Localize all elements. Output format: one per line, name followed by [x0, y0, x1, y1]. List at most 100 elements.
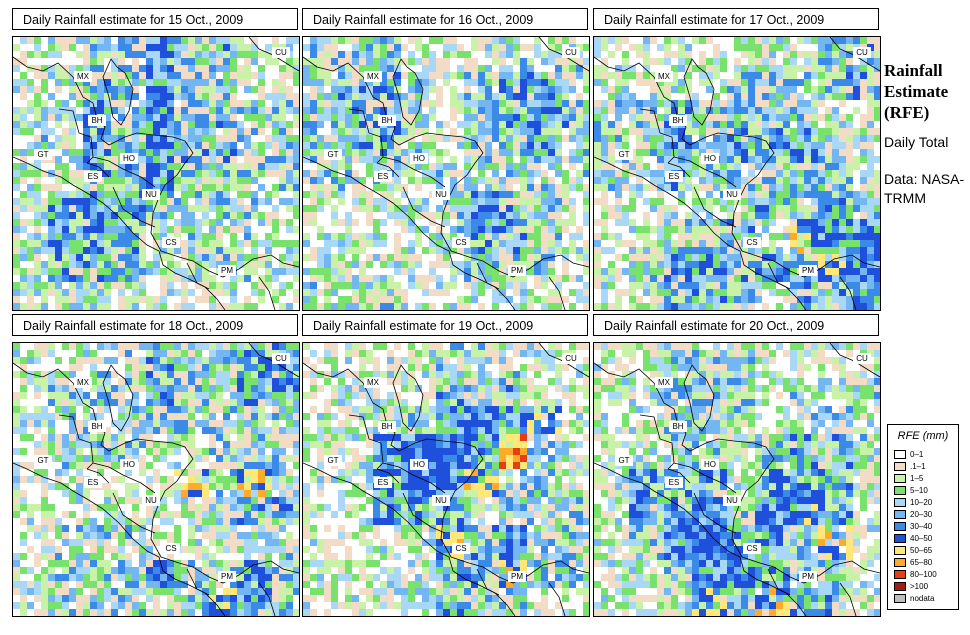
rainfall-cell [132, 483, 139, 490]
rainfall-cell [202, 128, 209, 135]
rainfall-map: MX BH GT HO ES NU CS PM CU [302, 36, 590, 311]
rainfall-cell [41, 240, 48, 247]
rainfall-cell [622, 177, 629, 184]
rainfall-cell [216, 121, 223, 128]
rainfall-cell [380, 219, 387, 226]
rainfall-cell [230, 177, 237, 184]
rainfall-cell [534, 135, 541, 142]
rainfall-cell [209, 296, 216, 303]
rainfall-cell [167, 268, 174, 275]
rainfall-cell [790, 142, 797, 149]
rainfall-cell [27, 219, 34, 226]
rainfall-cell [436, 212, 443, 219]
rainfall-cell [534, 100, 541, 107]
rainfall-cell [650, 79, 657, 86]
rainfall-cell [727, 233, 734, 240]
rainfall-cell [202, 191, 209, 198]
rainfall-cell [380, 107, 387, 114]
rainfall-cell [804, 205, 811, 212]
rainfall-cell [118, 420, 125, 427]
rainfall-cell [230, 142, 237, 149]
rainfall-cell [562, 296, 569, 303]
rainfall-cell [139, 371, 146, 378]
rainfall-cell [555, 170, 562, 177]
rainfall-cell [776, 142, 783, 149]
rainfall-cell [555, 198, 562, 205]
rainfall-cell [69, 149, 76, 156]
rainfall-cell [408, 149, 415, 156]
rainfall-cell [478, 128, 485, 135]
rainfall-cell [720, 205, 727, 212]
rainfall-cell [317, 79, 324, 86]
rainfall-cell [293, 268, 299, 275]
rainfall-cell [832, 289, 839, 296]
rainfall-cell [741, 37, 748, 44]
rainfall-cell [97, 205, 104, 212]
rainfall-cell [118, 399, 125, 406]
rainfall-cell [13, 247, 20, 254]
rainfall-cell [471, 93, 478, 100]
rainfall-cell [286, 371, 293, 378]
rainfall-cell [415, 205, 422, 212]
rainfall-cell [422, 177, 429, 184]
rainfall-cell [76, 303, 83, 310]
rainfall-cell [104, 205, 111, 212]
rainfall-cell [303, 93, 310, 100]
rainfall-cell [331, 177, 338, 184]
rainfall-cell [408, 163, 415, 170]
rainfall-cell [223, 261, 230, 268]
rainfall-cell [450, 37, 457, 44]
rainfall-cell [741, 121, 748, 128]
rainfall-cell [132, 135, 139, 142]
rainfall-cell [387, 205, 394, 212]
rainfall-cell [443, 233, 450, 240]
rainfall-cell [331, 191, 338, 198]
rainfall-cell [776, 212, 783, 219]
rainfall-cell [69, 462, 76, 469]
country-label-ho: HO [704, 154, 716, 163]
rainfall-cell [265, 114, 272, 121]
rainfall-cell [258, 490, 265, 497]
rainfall-cell [492, 121, 499, 128]
rainfall-cell [615, 240, 622, 247]
rainfall-cell [832, 205, 839, 212]
rainfall-cell [513, 72, 520, 79]
rainfall-cell [251, 357, 258, 364]
rainfall-cell [310, 107, 317, 114]
rainfall-cell [818, 219, 825, 226]
rainfall-cell [230, 427, 237, 434]
rainfall-cell [541, 240, 548, 247]
rainfall-cell [867, 121, 874, 128]
rainfall-cell [202, 72, 209, 79]
rainfall-cell [741, 261, 748, 268]
rainfall-cell [741, 156, 748, 163]
rainfall-cell [387, 107, 394, 114]
rainfall-cell [818, 58, 825, 65]
rainfall-cell [34, 469, 41, 476]
coastline-border [303, 156, 516, 310]
rainfall-cell [310, 212, 317, 219]
rainfall-cell [258, 100, 265, 107]
rainfall-cell [783, 275, 790, 282]
rainfall-cell [706, 121, 713, 128]
rainfall-cell [734, 289, 741, 296]
rainfall-cell [118, 142, 125, 149]
rainfall-cell [692, 121, 699, 128]
rainfall-cell [132, 371, 139, 378]
rainfall-cell [303, 212, 310, 219]
rainfall-cell [520, 86, 527, 93]
rainfall-cell [97, 65, 104, 72]
rainfall-cell [804, 163, 811, 170]
rainfall-cell [202, 65, 209, 72]
rainfall-cell [783, 205, 790, 212]
rainfall-cell [167, 385, 174, 392]
rainfall-cell [811, 65, 818, 72]
rainfall-cell [804, 149, 811, 156]
rainfall-cell [97, 371, 104, 378]
rainfall-cell [104, 44, 111, 51]
rainfall-cell [62, 378, 69, 385]
rainfall-cell [387, 156, 394, 163]
rainfall-cell [97, 149, 104, 156]
rainfall-cell [174, 303, 181, 310]
rainfall-cell [132, 86, 139, 93]
